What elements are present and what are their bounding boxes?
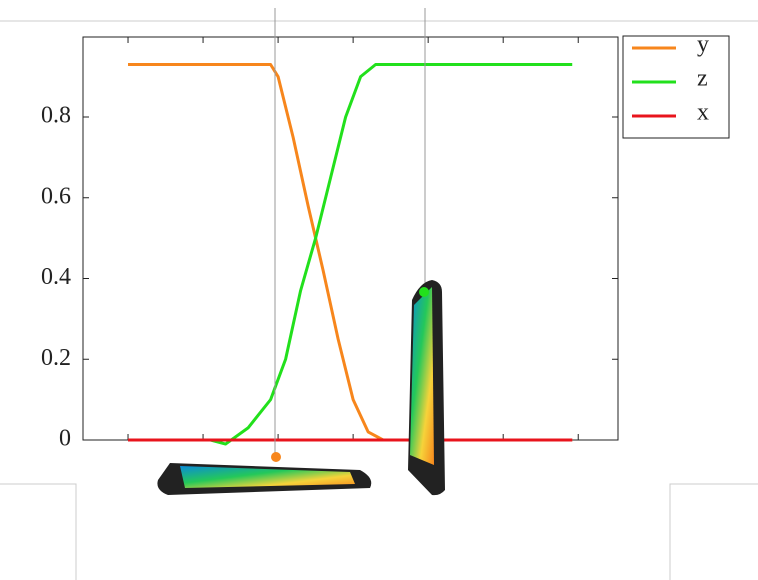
phone-upright <box>408 280 445 496</box>
series-line <box>128 63 573 442</box>
y-tick-label: 0.2 <box>41 345 71 371</box>
page-box <box>0 483 77 580</box>
legend <box>622 35 730 139</box>
legend-label: z <box>697 66 708 92</box>
y-tick-label: 0 <box>59 426 71 452</box>
legend-label: x <box>697 100 709 126</box>
y-tick-label: 0.8 <box>41 103 71 129</box>
plot-frame <box>82 36 619 441</box>
marker-dot <box>271 452 281 462</box>
phone-flat <box>157 463 372 495</box>
marker-dot <box>419 287 429 297</box>
legend-entries: yzx <box>632 32 709 126</box>
y-tick-label: 0.6 <box>41 183 71 209</box>
y-tick-label: 0.4 <box>41 264 71 290</box>
legend-label: y <box>697 32 709 58</box>
page-box <box>669 483 758 580</box>
plot: 0 0.2 0.4 0.6 0.8 <box>41 37 618 452</box>
series-line <box>210 63 573 446</box>
